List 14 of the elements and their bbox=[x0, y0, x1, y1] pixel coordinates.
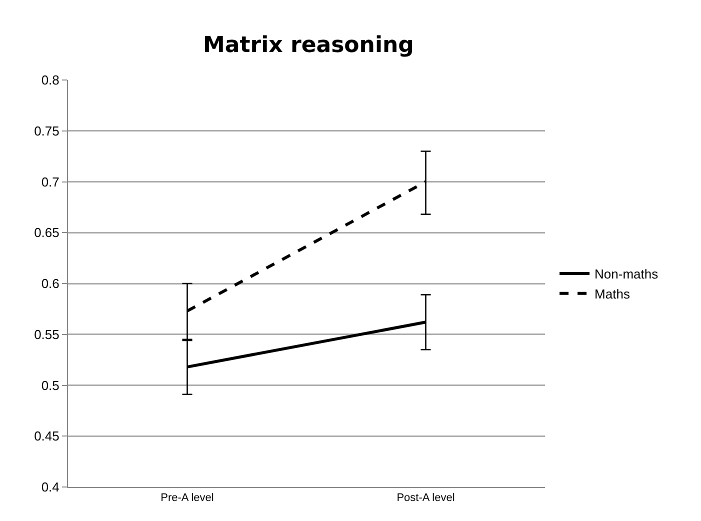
y-tick-label: 0.6 bbox=[41, 276, 60, 292]
y-tick-label: 0.45 bbox=[34, 428, 60, 444]
x-tick-label: Pre-A level bbox=[160, 492, 214, 504]
y-tick-label: 0.4 bbox=[41, 480, 60, 495]
y-tick-label: 0.5 bbox=[41, 378, 60, 393]
y-tick-label: 0.8 bbox=[41, 72, 60, 88]
legend-label: Non-maths bbox=[594, 266, 659, 282]
y-tick-label: 0.75 bbox=[34, 123, 60, 138]
x-tick-label: Post-A level bbox=[396, 492, 455, 504]
y-tick-label: 0.55 bbox=[34, 326, 60, 342]
y-tick-label: 0.65 bbox=[34, 225, 60, 240]
legend-label: Maths bbox=[594, 286, 630, 302]
y-tick-label: 0.7 bbox=[41, 174, 60, 190]
chart-title: Matrix reasoning bbox=[202, 32, 414, 58]
